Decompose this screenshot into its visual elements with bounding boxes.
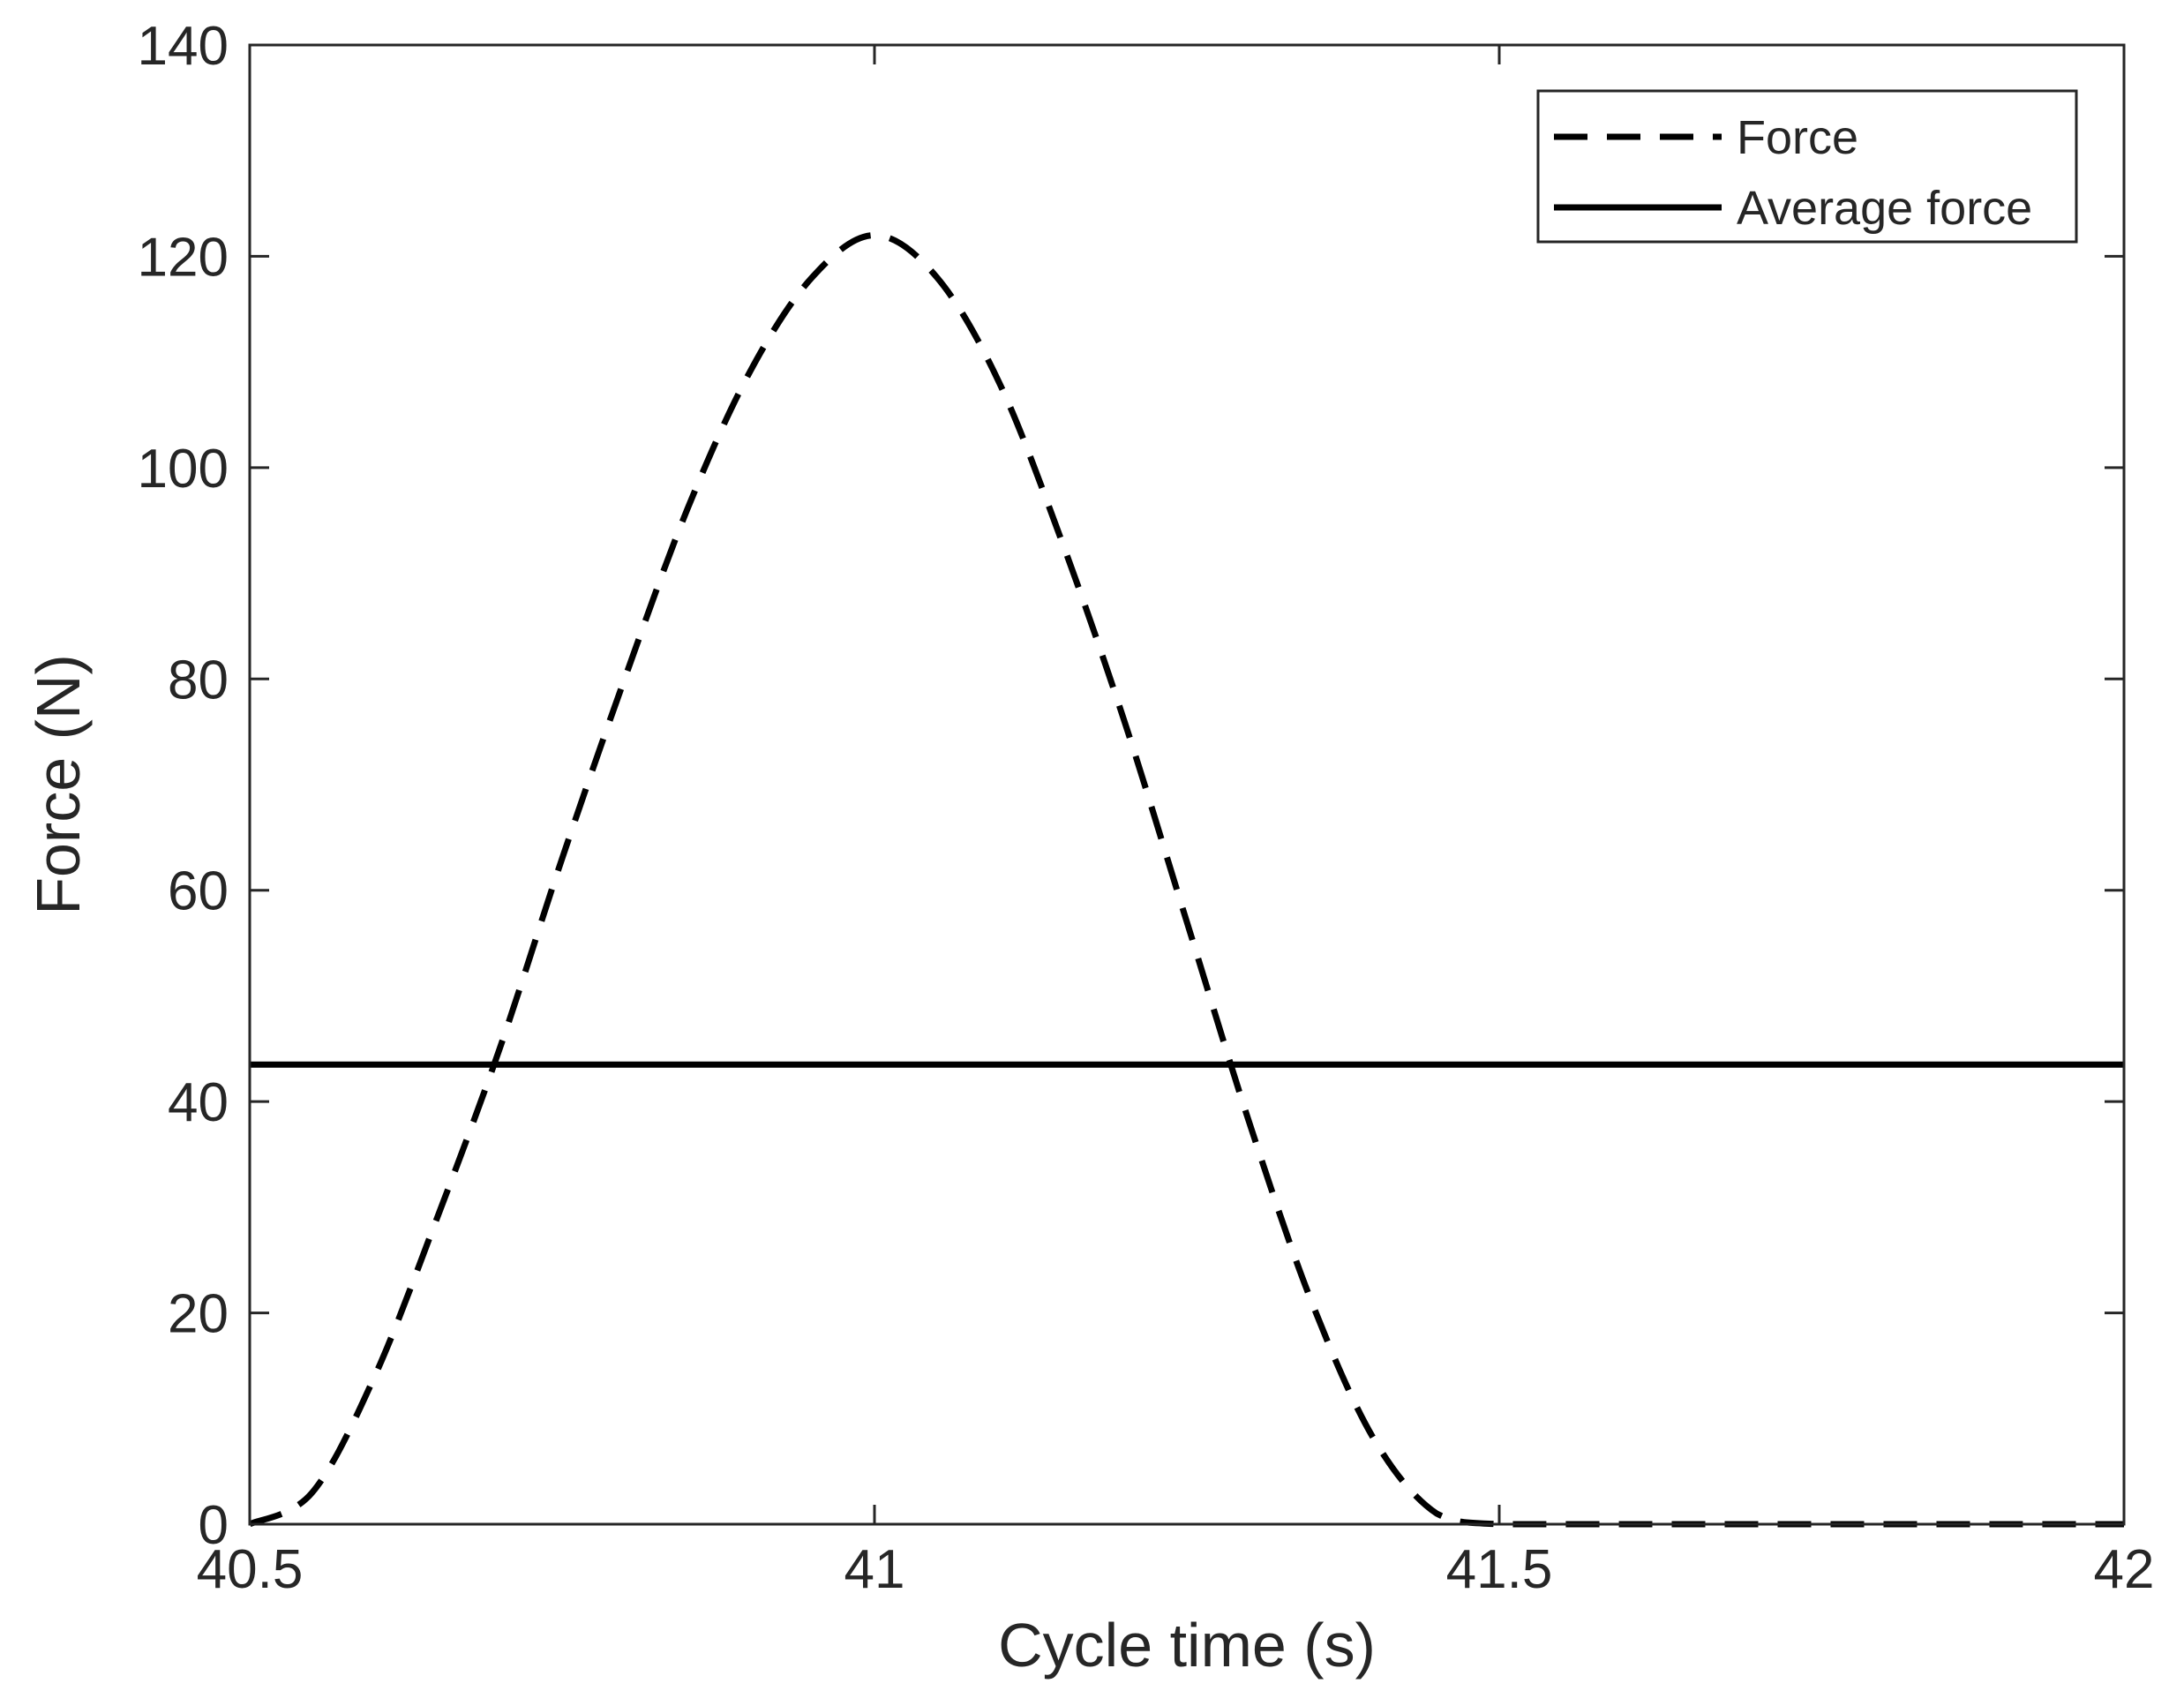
x-tick-label: 41 [844, 1539, 905, 1600]
legend-label: Average force [1737, 182, 2032, 235]
y-tick-label: 40 [168, 1072, 229, 1133]
plot-area [250, 45, 2124, 1524]
y-tick-label: 20 [168, 1284, 229, 1345]
x-tick-label: 42 [2094, 1539, 2155, 1600]
y-tick-label: 120 [138, 227, 229, 288]
x-tick-label: 40.5 [197, 1539, 304, 1600]
plot-background [250, 45, 2124, 1524]
x-tick-label: 41.5 [1446, 1539, 1553, 1600]
x-axis-title: Cycle time (s) [998, 1611, 1376, 1680]
legend-label: Force [1737, 111, 1858, 164]
labels-layer: 40.5 41 41.5 42 0 20 40 60 80 100 120 140 Cycle time… [24, 16, 2154, 1680]
y-tick-label: 0 [199, 1495, 229, 1556]
axes-layer [248, 43, 2126, 1526]
legend-box [1536, 89, 2078, 244]
series-line-force [248, 231, 2124, 1528]
axes-box [248, 43, 2126, 1526]
y-tick-label: 60 [168, 861, 229, 922]
series-layer [248, 231, 2124, 1528]
y-tick-label: 80 [168, 650, 229, 710]
y-tick-label: 100 [138, 439, 229, 500]
y-axis-title: Force (N) [24, 654, 93, 915]
legend: Force Average force [1536, 89, 2078, 244]
y-tick-label: 140 [138, 16, 229, 77]
